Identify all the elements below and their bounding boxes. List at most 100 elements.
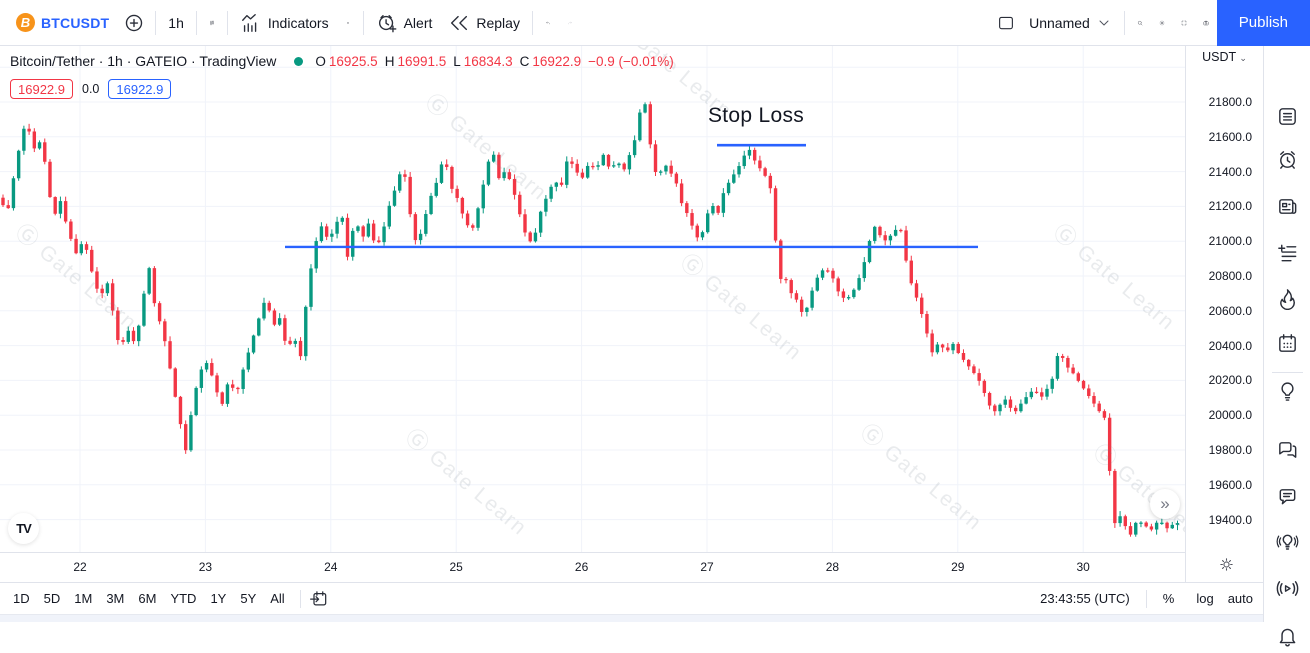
tradingview-logo[interactable]: TV	[8, 513, 39, 544]
price-tick-label: 20600.0	[1208, 303, 1252, 318]
toolbar-separator	[531, 10, 533, 35]
currency-label: USDT	[1202, 50, 1236, 64]
screenshot-camera-icon[interactable]	[1195, 12, 1217, 34]
symbol-title[interactable]: Bitcoin/Tether · 1h · GATEIO · TradingVi…	[10, 53, 277, 69]
bottom-scroll-strip[interactable]	[0, 614, 1310, 622]
price-tick-label: 19400.0	[1208, 512, 1252, 527]
low-label: L	[453, 53, 461, 69]
bid-ask-row: 16922.9 0.0 16922.9	[10, 79, 172, 99]
chart-legend[interactable]: Bitcoin/Tether · 1h · GATEIO · TradingVi…	[10, 53, 674, 69]
change-value: −0.9 (−0.01%)	[588, 53, 674, 69]
indicator-templates-icon[interactable]	[337, 12, 359, 34]
price-tick-label: 21800.0	[1208, 95, 1252, 109]
indicators-label: Indicators	[267, 14, 329, 31]
indicators-button[interactable]: Indicators	[232, 6, 337, 40]
theme-sun-icon[interactable]	[1218, 556, 1235, 573]
clock-utc[interactable]: 23:43:55 (UTC)	[1040, 591, 1130, 606]
sell-price-badge[interactable]: 16922.9	[10, 79, 73, 99]
alert-clock-icon	[376, 12, 398, 34]
open-label: O	[315, 53, 326, 69]
layout-select-button[interactable]: Unnamed	[989, 6, 1120, 40]
range-button-5d[interactable]: 5D	[43, 591, 61, 606]
layout-square-icon	[997, 14, 1015, 32]
price-tick-label: 21600.0	[1208, 129, 1252, 144]
settings-gear-icon[interactable]	[1151, 12, 1173, 34]
chevrons-right-icon: »	[1160, 494, 1170, 513]
range-button-5y[interactable]: 5Y	[240, 591, 257, 606]
auto-scale-toggle[interactable]: auto	[1227, 591, 1253, 606]
range-button-6m[interactable]: 6M	[138, 591, 157, 606]
tradingview-app: { "header": { "symbol": "BTCUSDT", "inte…	[0, 0, 1310, 622]
bottom-toolbar: 1D 5D 1M 3M 6M YTD 1Y 5Y All 23:43:55 (UTC) % lo…	[0, 582, 1263, 614]
time-tick-label: 30	[1076, 560, 1090, 574]
price-tick-label: 20000.0	[1208, 408, 1252, 423]
text-notes-icon[interactable]	[1276, 242, 1299, 265]
time-tick-label: 26	[574, 560, 589, 574]
range-button-ytd[interactable]: YTD	[170, 591, 197, 606]
log-scale-toggle[interactable]: log	[1196, 591, 1214, 606]
sidebar-divider	[1272, 372, 1303, 373]
alerts-icon[interactable]	[1276, 148, 1299, 171]
interval-label: 1h	[168, 14, 184, 31]
replay-button[interactable]: Replay	[440, 6, 528, 40]
buy-price-badge[interactable]: 16922.9	[108, 79, 172, 99]
percent-scale-toggle[interactable]: %	[1162, 591, 1175, 606]
price-tick-label: 20400.0	[1208, 338, 1252, 353]
publish-button[interactable]: Publish	[1216, 0, 1310, 46]
chevron-down-icon	[1096, 15, 1112, 31]
high-value: 16991.5	[397, 53, 447, 69]
toolbar-separator	[1123, 10, 1125, 35]
collapse-panel-button[interactable]: »	[1150, 489, 1180, 519]
date-range-buttons: 1D 5D 1M 3M 6M YTD 1Y 5Y All	[0, 588, 292, 609]
fullscreen-icon[interactable]	[1173, 12, 1195, 34]
alert-button[interactable]: Alert	[368, 6, 441, 40]
spread-value: 0.0	[82, 82, 100, 96]
replay-icon	[448, 12, 470, 34]
close-value: 16922.9	[532, 53, 582, 69]
range-button-3m[interactable]: 3M	[106, 591, 125, 606]
low-value: 16834.3	[463, 53, 513, 69]
search-icon[interactable]	[1129, 12, 1151, 34]
close-label: C	[519, 53, 530, 69]
candlestick-chart[interactable]	[0, 46, 1185, 552]
redo-icon[interactable]	[559, 12, 581, 34]
streams-icon[interactable]	[1276, 577, 1299, 600]
time-tick-label: 27	[700, 560, 714, 574]
range-button-1y[interactable]: 1Y	[210, 591, 227, 606]
go-to-date-icon[interactable]	[309, 589, 329, 609]
toolbar-separator	[362, 10, 364, 35]
high-label: H	[384, 53, 395, 69]
stop-loss-annotation[interactable]: Stop Loss	[707, 104, 805, 127]
chats-icon[interactable]	[1276, 438, 1299, 461]
range-button-all[interactable]: All	[270, 591, 285, 606]
price-tick-label: 20200.0	[1208, 373, 1252, 388]
watchlist-icon[interactable]	[1276, 105, 1299, 128]
calendar-icon[interactable]	[1276, 332, 1299, 355]
undo-icon[interactable]	[537, 12, 559, 34]
price-axis[interactable]: USDT ⌄ 21800.0 21600.0 21400.0 21200.0 21000…	[1185, 46, 1263, 582]
chart-type-icon[interactable]	[201, 12, 223, 34]
private-chat-icon[interactable]	[1276, 485, 1299, 508]
hotlists-icon[interactable]	[1276, 287, 1299, 311]
ideas-icon[interactable]	[1276, 379, 1299, 402]
time-tick-label: 24	[324, 560, 338, 574]
news-icon[interactable]	[1276, 195, 1299, 218]
toolbar-separator	[155, 10, 157, 35]
live-ideas-icon[interactable]	[1276, 530, 1299, 553]
compare-add-icon[interactable]	[123, 12, 145, 34]
notifications-icon[interactable]	[1276, 625, 1299, 648]
interval-button[interactable]: 1h	[160, 6, 192, 40]
price-tick-label: 19600.0	[1208, 477, 1252, 492]
time-axis[interactable]: 22 23 24 25 26 27 28 29 30	[0, 552, 1185, 582]
alert-label: Alert	[403, 14, 433, 31]
bottom-separator	[1145, 589, 1147, 608]
symbol-name: BTCUSDT	[41, 14, 110, 31]
live-status-dot	[294, 56, 304, 66]
bottom-separator	[299, 589, 301, 608]
price-tick-label: 21400.0	[1208, 164, 1252, 179]
range-button-1m[interactable]: 1M	[74, 591, 93, 606]
currency-selector[interactable]: USDT ⌄	[1186, 50, 1263, 64]
price-tick-label: 19800.0	[1208, 443, 1252, 457]
range-button-1d[interactable]: 1D	[13, 591, 30, 606]
symbol-button[interactable]: B BTCUSDT	[8, 6, 117, 40]
